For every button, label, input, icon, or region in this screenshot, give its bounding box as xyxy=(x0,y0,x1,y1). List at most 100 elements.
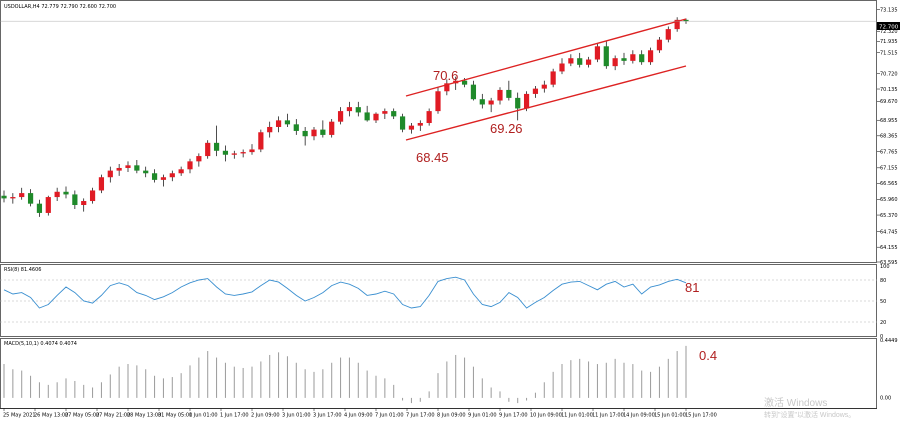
time-axis-label: 3 Jun 17:00 xyxy=(313,413,342,419)
annotation-rsi-81: 81 xyxy=(685,280,699,295)
channel-lower-line xyxy=(405,65,687,141)
candle-body-up xyxy=(444,83,450,92)
price-axis-label: 66.565 xyxy=(880,181,898,187)
candle-body-up xyxy=(337,111,344,122)
candle xyxy=(630,50,636,64)
candle-body-up xyxy=(647,50,654,63)
candle-body-up xyxy=(594,46,601,60)
candle-body-up xyxy=(408,125,415,130)
rsi-axis-label: 80 xyxy=(880,278,886,284)
candle xyxy=(98,174,105,194)
macd-axis-label: 0.00 xyxy=(880,396,891,402)
candle xyxy=(674,17,680,32)
time-axis-label: 11 Jun 01:00 xyxy=(561,413,593,419)
annotation-68-45: 68.45 xyxy=(416,150,449,165)
time-axis-label: 9 Jun 17:00 xyxy=(499,413,528,419)
price-axis-label: 64.155 xyxy=(880,245,898,251)
price-axis-label: 71.935 xyxy=(880,39,898,45)
macd-indicator: 0.4449 0.00 xyxy=(3,338,898,404)
candle-body-down xyxy=(479,99,485,105)
watermark-line2: 转到"设置"以激活 Windows。 xyxy=(764,410,855,419)
candle-body-up xyxy=(559,63,565,72)
candle-body-up xyxy=(116,167,122,171)
price-axis-label: 70.135 xyxy=(880,87,898,93)
rsi-pane xyxy=(0,264,877,337)
candle xyxy=(134,160,140,174)
candle xyxy=(258,129,264,153)
candle xyxy=(143,166,149,178)
price-axis-label: 64.745 xyxy=(880,229,898,235)
candle-body-up xyxy=(125,165,131,168)
candle-body-up xyxy=(665,29,671,40)
candle xyxy=(612,55,618,71)
price-axis-label: 69.670 xyxy=(880,99,898,105)
candle xyxy=(205,140,211,159)
candle xyxy=(249,144,255,155)
candle xyxy=(36,199,43,217)
candle-body-down xyxy=(639,54,645,63)
candle-body-up xyxy=(54,191,60,198)
time-axis-label: 28 May 13:00 xyxy=(127,413,161,419)
candle xyxy=(426,108,432,126)
candle-body-up xyxy=(169,173,175,178)
candle xyxy=(621,52,627,65)
candle-body-down xyxy=(27,193,34,204)
candle-body-up xyxy=(568,58,574,64)
candle xyxy=(151,169,158,183)
candle-body-up xyxy=(435,91,441,112)
candle-body-up xyxy=(523,93,530,109)
candle xyxy=(311,126,317,141)
candle xyxy=(417,120,423,131)
candle xyxy=(27,189,34,207)
candle xyxy=(603,41,609,69)
candle xyxy=(346,101,353,117)
price-axis-label: 73.135 xyxy=(880,7,898,13)
candle-body-down xyxy=(399,116,406,130)
candle-body-up xyxy=(178,169,184,174)
channel-upper-line xyxy=(405,18,687,97)
time-axis-label: 27 May 21:00 xyxy=(96,413,130,419)
price-axis: 73.135 72.320 71.935 71.515 70.720 70.135 69.6… xyxy=(0,7,898,266)
price-marker-label: 72.700 xyxy=(879,25,899,31)
time-axis-label: 11 Jun 17:00 xyxy=(592,413,624,419)
candle-body-up xyxy=(205,142,211,157)
candle-body-down xyxy=(1,195,7,199)
candle-body-down xyxy=(284,120,291,125)
rsi-axis-label: 0 xyxy=(880,334,883,340)
candle-body-up xyxy=(275,120,282,127)
candle xyxy=(656,37,663,53)
candle xyxy=(267,121,273,138)
time-axis-label: 14 Jun 09:00 xyxy=(623,413,655,419)
candle xyxy=(160,174,167,187)
candle-body-down xyxy=(506,89,512,98)
candle xyxy=(178,166,184,176)
candle-body-up xyxy=(196,156,202,162)
candle-body-up xyxy=(107,170,113,178)
candle xyxy=(373,112,379,124)
candle-body-up xyxy=(329,121,335,135)
candle-body-down xyxy=(72,194,78,206)
candle xyxy=(107,166,113,183)
candle xyxy=(488,97,494,113)
time-axis-label: 10 Jun 09:00 xyxy=(530,413,562,419)
candle xyxy=(63,186,69,199)
time-axis-label: 7 Jun 17:00 xyxy=(406,413,435,419)
candle-body-up xyxy=(382,111,388,114)
candle-body-up xyxy=(488,100,494,105)
time-axis-label: 2 Jun 09:00 xyxy=(251,413,280,419)
annotation-70-6: 70.6 xyxy=(433,68,458,83)
candle xyxy=(355,101,361,117)
candle xyxy=(302,126,308,146)
candle-body-up xyxy=(160,177,167,180)
candle-body-up xyxy=(187,161,193,170)
time-axis-label: 26 May 13:00 xyxy=(34,413,68,419)
rsi-line xyxy=(3,276,687,309)
candle-body-up xyxy=(346,107,353,112)
candle xyxy=(275,116,282,133)
time-axis-label: 3 Jun 01:00 xyxy=(282,413,311,419)
candle xyxy=(116,164,122,176)
candle-body-down xyxy=(302,130,308,137)
candle-body-up xyxy=(81,201,87,206)
